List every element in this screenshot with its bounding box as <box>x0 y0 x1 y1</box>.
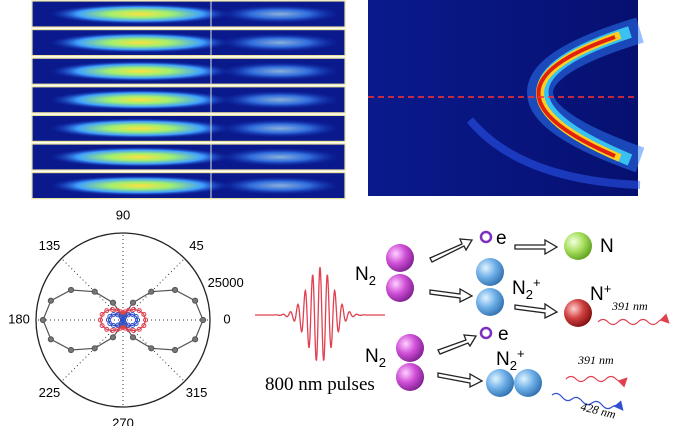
data-point <box>136 308 142 314</box>
data-point <box>199 316 207 324</box>
data-point <box>99 323 105 329</box>
glow <box>220 62 340 81</box>
grid-circle <box>35 232 211 408</box>
atom-label: N <box>600 236 614 257</box>
glow <box>50 61 230 82</box>
series-line <box>99 308 147 332</box>
data-point <box>192 336 199 343</box>
data-point <box>97 317 103 323</box>
data-point <box>107 321 113 327</box>
data-point <box>104 326 110 332</box>
emission-wave <box>551 392 624 411</box>
data-point <box>141 311 147 317</box>
series-line <box>107 313 139 327</box>
image-strips <box>31 0 346 200</box>
data-point <box>126 327 132 333</box>
data-point <box>47 336 54 343</box>
data-point <box>114 307 120 313</box>
grid-line <box>122 319 185 382</box>
data-point <box>171 346 179 354</box>
particles <box>386 230 592 397</box>
electron-label: e <box>498 324 509 345</box>
data-point <box>192 297 199 304</box>
data-point <box>143 317 149 323</box>
grid-line <box>61 258 124 321</box>
arrows <box>429 238 559 389</box>
angle-tick-label: 180 <box>8 311 30 326</box>
data-point <box>109 328 115 334</box>
glow <box>220 148 340 166</box>
molecule-label: N2 <box>365 346 386 370</box>
angle-tick-label: 270 <box>112 415 134 426</box>
simulation-image <box>368 0 645 196</box>
data-point <box>148 288 155 295</box>
molecule-label: N2 <box>355 264 376 288</box>
glow <box>50 4 230 24</box>
grid-line <box>122 258 185 321</box>
glow <box>50 175 230 196</box>
data-point <box>91 288 98 295</box>
glow <box>220 90 340 109</box>
angle-tick-label: 315 <box>186 385 208 400</box>
data-point <box>67 346 75 354</box>
wavelength: 428 nm <box>579 399 617 421</box>
data-point <box>129 299 137 306</box>
electron-label: e <box>496 228 507 249</box>
data-point <box>67 286 75 294</box>
wavelength: 391 nm <box>611 299 648 313</box>
glow <box>220 119 340 138</box>
emission-wave <box>597 313 670 326</box>
data-point <box>109 306 115 312</box>
data-point <box>91 345 98 352</box>
angle-tick-label: 135 <box>39 238 61 253</box>
data-point <box>109 299 117 306</box>
data-point <box>129 334 137 341</box>
data-point <box>171 286 179 294</box>
angle-tick-label: 90 <box>116 207 130 222</box>
data-point <box>111 312 117 318</box>
glow <box>220 33 340 52</box>
glow <box>50 32 230 53</box>
data-point <box>47 297 54 304</box>
data-point <box>148 345 155 352</box>
glow <box>220 176 340 195</box>
glow <box>220 5 340 23</box>
data-point <box>133 313 139 319</box>
data-point <box>131 328 137 334</box>
glow <box>50 118 230 139</box>
data-point <box>129 322 135 328</box>
angle-tick-label: 225 <box>39 385 61 400</box>
data-point <box>99 311 105 317</box>
grid-line <box>61 319 124 382</box>
ion-label: N2+ <box>512 275 541 302</box>
radial-tick-label: 25000 <box>208 275 244 290</box>
angle-tick-label: 0 <box>223 311 230 326</box>
labels: N2 e N2+ N N+ N2 e N2+ <box>355 228 614 373</box>
pulse-label: 800 nm pulses <box>265 374 375 395</box>
ion-label: N2+ <box>496 346 525 373</box>
data-point <box>109 334 117 341</box>
data-point <box>104 308 110 314</box>
data-point <box>136 326 142 332</box>
data-point <box>141 323 147 329</box>
laser-pulse <box>255 266 385 361</box>
polar-plot: 0 45 90 135 180 225 270 315 25000 <box>8 207 244 426</box>
data-point <box>131 306 137 312</box>
emission-wave <box>565 375 628 388</box>
data-point <box>133 321 139 327</box>
glow <box>50 147 230 167</box>
ion-label: N+ <box>590 281 611 305</box>
angle-tick-label: 45 <box>189 238 203 253</box>
data-point <box>39 316 47 324</box>
wavelength: 391 nm <box>577 353 614 367</box>
glow <box>50 89 230 110</box>
